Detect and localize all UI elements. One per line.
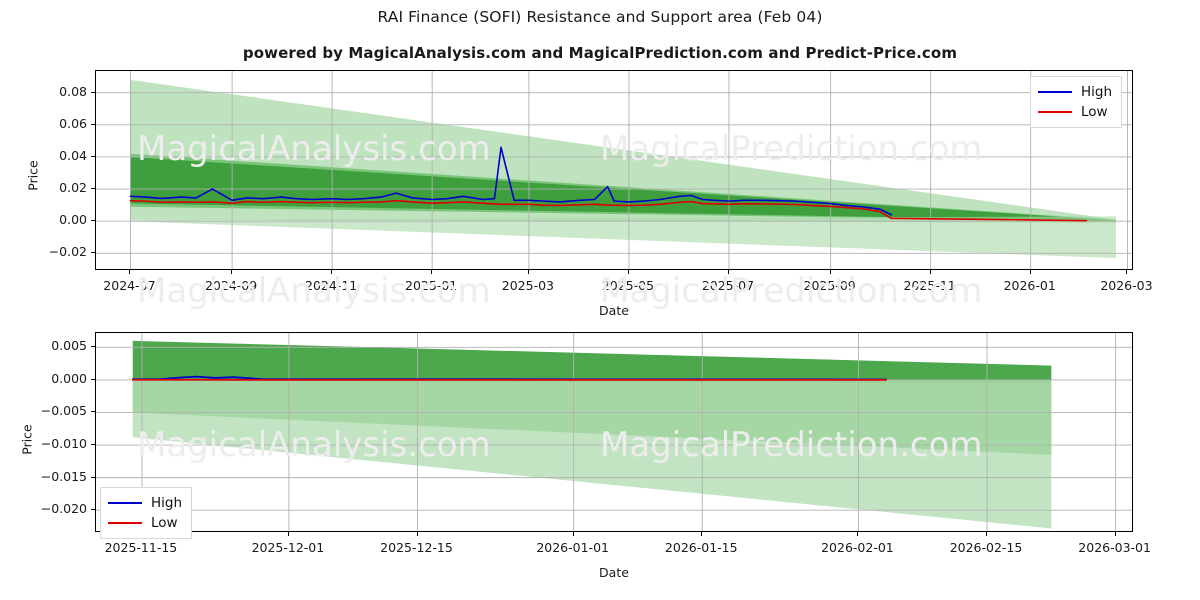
xtick-mark	[129, 270, 131, 274]
xtick-label: 2026-01-01	[536, 540, 609, 555]
xtick-mark	[231, 270, 233, 274]
xtick-mark	[331, 270, 333, 274]
ytick-label: −0.02	[48, 244, 87, 260]
xtick-label: 2026-01-15	[664, 540, 738, 555]
xtick-label: 2024-07	[103, 278, 156, 293]
xtick-label: 2026-01	[1003, 278, 1056, 293]
zoom-chart-xlabel: Date	[599, 565, 629, 580]
xtick-mark	[929, 270, 931, 274]
legend-item-high[interactable]: High	[1038, 82, 1112, 102]
legend-item-high[interactable]: High	[108, 493, 182, 513]
ytick-label: 0.00	[59, 212, 87, 228]
ytick-mark	[91, 346, 95, 348]
xtick-mark	[527, 270, 529, 274]
xtick-mark	[627, 270, 629, 274]
xtick-label: 2024-11	[305, 278, 358, 293]
ytick-label: 0.04	[59, 147, 87, 163]
ytick-label: 0.02	[59, 180, 87, 196]
legend-label: Low	[151, 515, 178, 531]
xtick-label: 2025-03	[501, 278, 555, 293]
xtick-mark	[416, 532, 418, 536]
xtick-label: 2025-11-15	[104, 540, 178, 555]
xtick-mark	[701, 532, 703, 536]
ytick-label: 0.000	[51, 370, 87, 386]
xtick-label: 2026-02-15	[949, 540, 1023, 555]
ytick-label: 0.005	[51, 338, 87, 354]
xtick-label: 2025-12-15	[380, 540, 453, 555]
xtick-mark	[1114, 532, 1116, 536]
xtick-label: 2026-02-01	[821, 540, 894, 555]
legend-label: Low	[1081, 104, 1108, 120]
xtick-label: 2025-07	[701, 278, 755, 293]
legend-swatch-low	[1038, 111, 1072, 113]
ytick-mark	[91, 252, 95, 254]
xtick-label: 2026-03-01	[1078, 540, 1151, 555]
legend-swatch-high	[108, 502, 142, 504]
ytick-label: 0.08	[59, 83, 87, 99]
xtick-mark	[727, 270, 729, 274]
ytick-mark	[91, 220, 95, 222]
ytick-label: −0.005	[40, 403, 87, 419]
legend-swatch-high	[1038, 91, 1072, 93]
xtick-mark	[431, 270, 433, 274]
page-subtitle: powered by MagicalAnalysis.com and Magic…	[242, 44, 958, 62]
main-chart-xlabel: Date	[599, 303, 629, 318]
legend-swatch-low	[108, 522, 142, 524]
ytick-mark	[91, 91, 95, 93]
ytick-mark	[91, 411, 95, 413]
zoom-chart-plot-area	[95, 332, 1133, 532]
ytick-label: −0.010	[40, 436, 87, 452]
ytick-mark	[91, 476, 95, 478]
ytick-label: 0.06	[59, 115, 87, 131]
ytick-mark	[91, 123, 95, 125]
xtick-mark	[572, 532, 574, 536]
main-chart-plot-area	[95, 70, 1133, 270]
xtick-label: 2025-09	[803, 278, 856, 293]
main-chart-legend[interactable]: High Low	[1030, 76, 1123, 128]
page-title: RAI Finance (SOFI) Resistance and Suppor…	[377, 8, 823, 26]
xtick-mark	[287, 532, 289, 536]
xtick-label: 2025-12-01	[251, 540, 325, 555]
xtick-label: 2026-03	[1100, 278, 1153, 293]
ytick-mark	[91, 378, 95, 380]
xtick-label: 2025-01	[405, 278, 458, 293]
xtick-mark	[1126, 270, 1128, 274]
ytick-label: −0.015	[40, 468, 87, 484]
xtick-label: 2025-11	[903, 278, 956, 293]
xtick-mark	[829, 270, 831, 274]
xtick-label: 2025-05	[601, 278, 655, 293]
legend-label: High	[1081, 84, 1113, 100]
legend-item-low[interactable]: Low	[1038, 102, 1112, 122]
ytick-mark	[91, 155, 95, 157]
xtick-mark	[986, 532, 988, 536]
xtick-label: 2024-09	[204, 278, 258, 293]
legend-item-low[interactable]: Low	[108, 513, 182, 533]
ytick-mark	[91, 444, 95, 446]
ytick-mark	[91, 188, 95, 190]
ytick-mark	[91, 509, 95, 511]
ytick-label: −0.020	[40, 501, 87, 517]
xtick-mark	[857, 532, 859, 536]
zoom-chart-legend[interactable]: High Low	[100, 487, 193, 539]
xtick-mark	[1029, 270, 1031, 274]
legend-label: High	[151, 495, 183, 511]
